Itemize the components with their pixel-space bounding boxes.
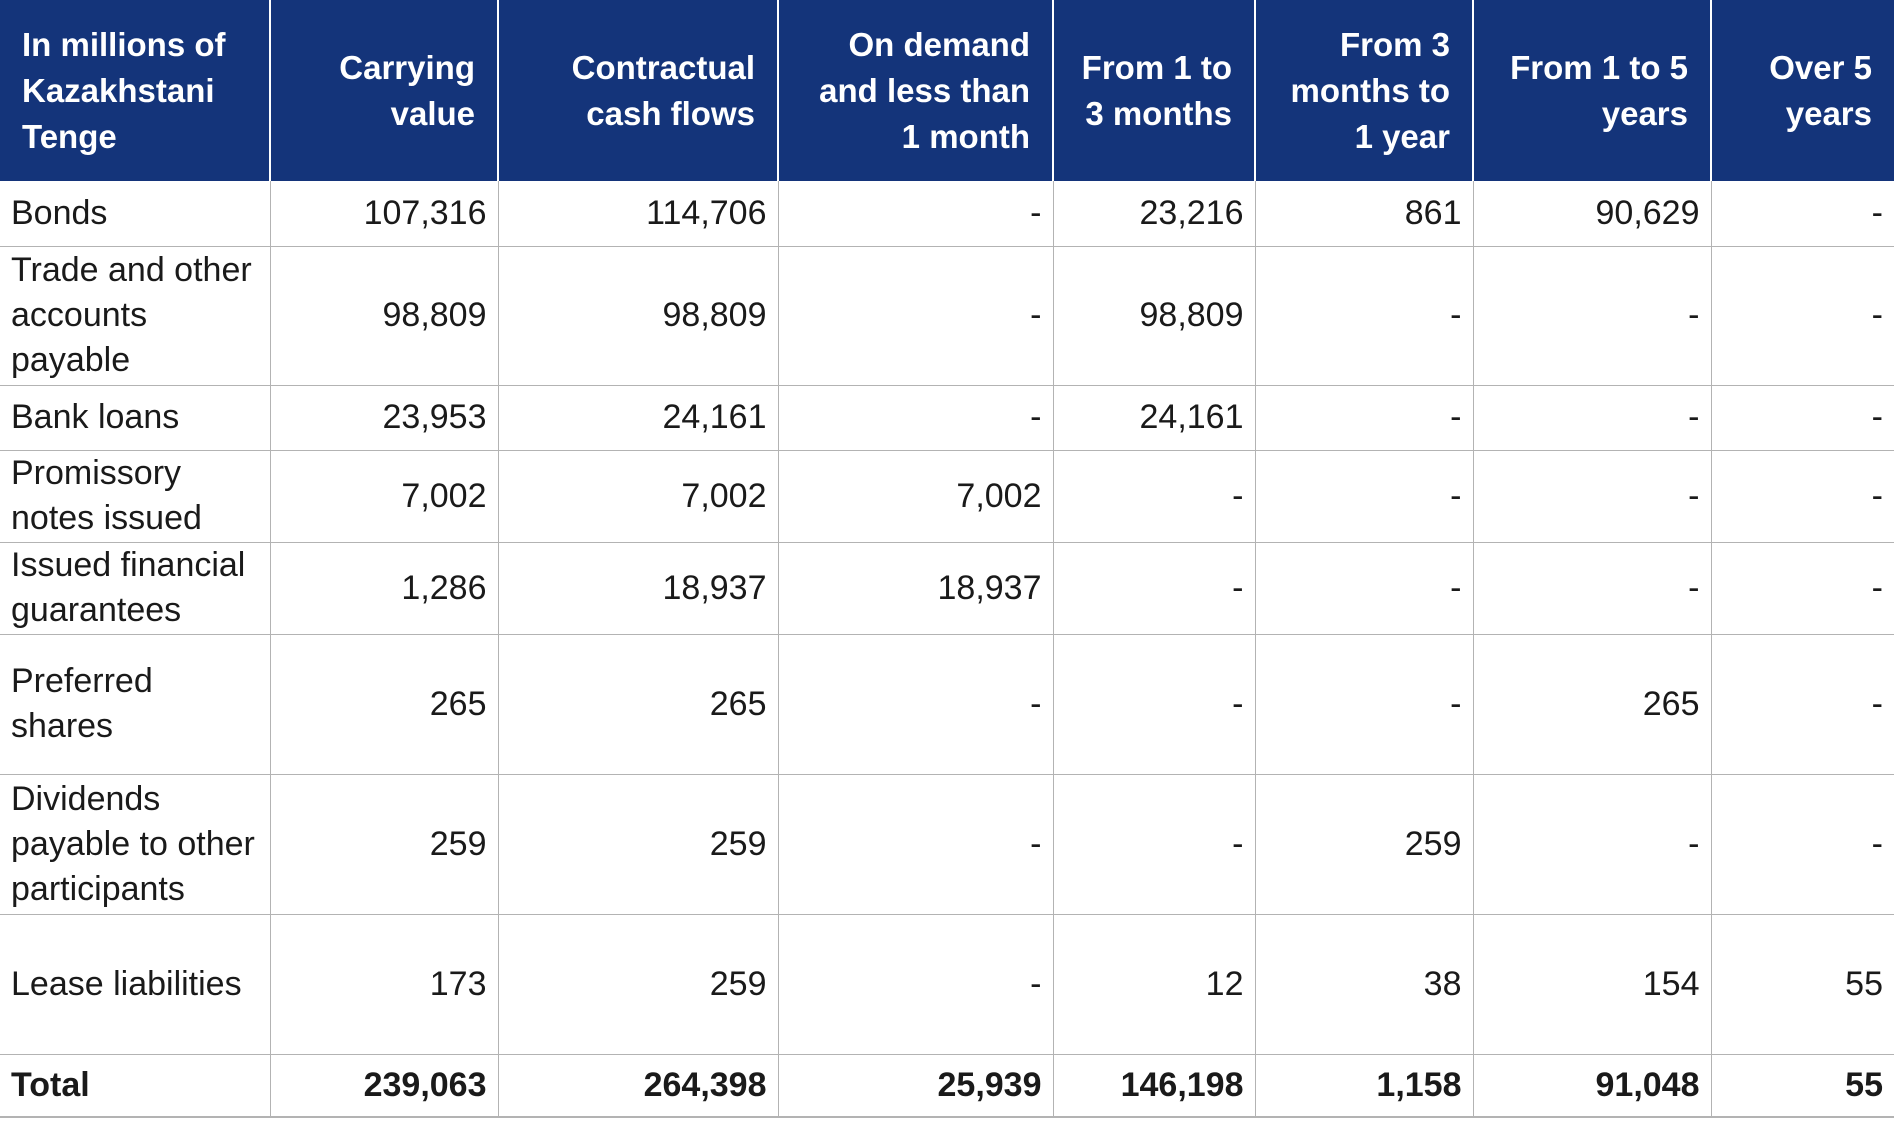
table-cell: - [1052, 774, 1255, 915]
table-row: Bank loans 23,953 24,161-24,161- - - [0, 385, 1894, 451]
header-row: In millions of Kazakhstani Tenge Carryin… [0, 0, 1894, 181]
table-cell: 23,953 [269, 385, 498, 451]
table-cell: 265 [1472, 634, 1711, 775]
table-cell: - [1710, 450, 1894, 543]
table-cell: 55 [1710, 914, 1894, 1055]
table-cell: 265 [269, 634, 498, 775]
total-cell: 239,063 [269, 1054, 498, 1118]
header-cell-units: In millions of Kazakhstani Tenge [0, 0, 270, 181]
table-cell: 7,002 [269, 450, 498, 543]
table-cell: 18,937 [497, 542, 778, 635]
table-cell: - [777, 634, 1053, 775]
table-cell: 18,937 [777, 542, 1053, 635]
table-cell: - [1710, 385, 1894, 451]
total-cell: 55 [1710, 1054, 1894, 1118]
table-cell: - [1710, 542, 1894, 635]
total-cell: 146,198 [1052, 1054, 1255, 1118]
row-label: Trade and other accounts payable [0, 246, 270, 386]
table-cell: - [1710, 246, 1894, 386]
table-cell: - [1254, 385, 1473, 451]
table-cell: 1,286 [269, 542, 498, 635]
total-cell: 264,398 [497, 1054, 778, 1118]
table-cell: 259 [497, 774, 778, 915]
table-cell: - [1472, 450, 1711, 543]
row-label: Dividends payable to other participants [0, 774, 270, 915]
table-cell: 154 [1472, 914, 1711, 1055]
table-cell: - [1710, 181, 1894, 247]
table-cell: 24,161 [1052, 385, 1255, 451]
table-cell: 107,316 [269, 181, 498, 247]
table-cell: - [1710, 774, 1894, 915]
table-cell: 259 [1254, 774, 1473, 915]
header-cell-1-to-5-years: From 1 to 5 years [1472, 0, 1711, 181]
table-cell: 98,809 [497, 246, 778, 386]
total-cell: 1,158 [1254, 1054, 1473, 1118]
table-cell: 259 [269, 774, 498, 915]
total-cell: 91,048 [1472, 1054, 1711, 1118]
header-cell-1-to-3-months: From 1 to 3 months [1052, 0, 1255, 181]
row-label: Lease liabilities [0, 914, 270, 1055]
table-cell: - [777, 246, 1053, 386]
total-row: Total 239,063 264,398 25,939 146,198 1,158 91,… [0, 1054, 1894, 1118]
table-cell: 12 [1052, 914, 1255, 1055]
table-cell: - [1052, 450, 1255, 543]
table-cell: 7,002 [777, 450, 1053, 543]
header-cell-contractual-cash-flows: Contractual cash flows [497, 0, 778, 181]
table-cell: - [1254, 634, 1473, 775]
table-body: Bonds 107,316 114,706-23,216 861 90,629- Trad… [0, 181, 1894, 1118]
table-cell: 38 [1254, 914, 1473, 1055]
table-row: Trade and other accounts payable 98,809 98… [0, 246, 1894, 386]
header-cell-on-demand: On demand and less than 1 month [777, 0, 1053, 181]
table-cell: - [1472, 774, 1711, 915]
table-cell: 7,002 [497, 450, 778, 543]
table-cell: - [777, 774, 1053, 915]
header-cell-carrying-value: Carrying value [269, 0, 498, 181]
header-cell-3-months-to-1-year: From 3 months to 1 year [1254, 0, 1473, 181]
row-label: Issued financial guarantees [0, 542, 270, 635]
table-cell: - [1052, 542, 1255, 635]
table-row: Promissory notes issued 7,002 7,002 7,002- -… [0, 450, 1894, 543]
row-label: Bank loans [0, 385, 270, 451]
table-cell: - [1052, 634, 1255, 775]
total-cell: 25,939 [777, 1054, 1053, 1118]
table-cell: 24,161 [497, 385, 778, 451]
table-cell: 861 [1254, 181, 1473, 247]
row-label: Bonds [0, 181, 270, 247]
table-cell: - [777, 914, 1053, 1055]
table-cell: - [1254, 542, 1473, 635]
table-cell: - [1472, 246, 1711, 386]
table-cell: 259 [497, 914, 778, 1055]
table-row: Dividends payable to other participants 2… [0, 774, 1894, 915]
table-cell: - [777, 385, 1053, 451]
table-cell: - [1472, 542, 1711, 635]
table-cell: - [1254, 246, 1473, 386]
table-row: Preferred shares 265 265- - -265- [0, 634, 1894, 775]
row-label: Preferred shares [0, 634, 270, 775]
table-cell: 173 [269, 914, 498, 1055]
table-cell: 90,629 [1472, 181, 1711, 247]
table-cell: - [1710, 634, 1894, 775]
table-row: Issued financial guarantees 1,286 18,937 18… [0, 542, 1894, 635]
table-cell: - [1472, 385, 1711, 451]
table-cell: - [1254, 450, 1473, 543]
table-cell: 114,706 [497, 181, 778, 247]
table-row: Lease liabilities 173 259-12 38 154 55 [0, 914, 1894, 1055]
header-cell-over-5-years: Over 5 years [1710, 0, 1894, 181]
total-label: Total [0, 1054, 270, 1118]
table-cell: 98,809 [269, 246, 498, 386]
table-row: Bonds 107,316 114,706-23,216 861 90,629- [0, 181, 1894, 247]
row-label: Promissory notes issued [0, 450, 270, 543]
table-cell: 98,809 [1052, 246, 1255, 386]
table-cell: - [777, 181, 1053, 247]
table-header: In millions of Kazakhstani Tenge Carryin… [0, 0, 1894, 181]
table-cell: 265 [497, 634, 778, 775]
table-cell: 23,216 [1052, 181, 1255, 247]
